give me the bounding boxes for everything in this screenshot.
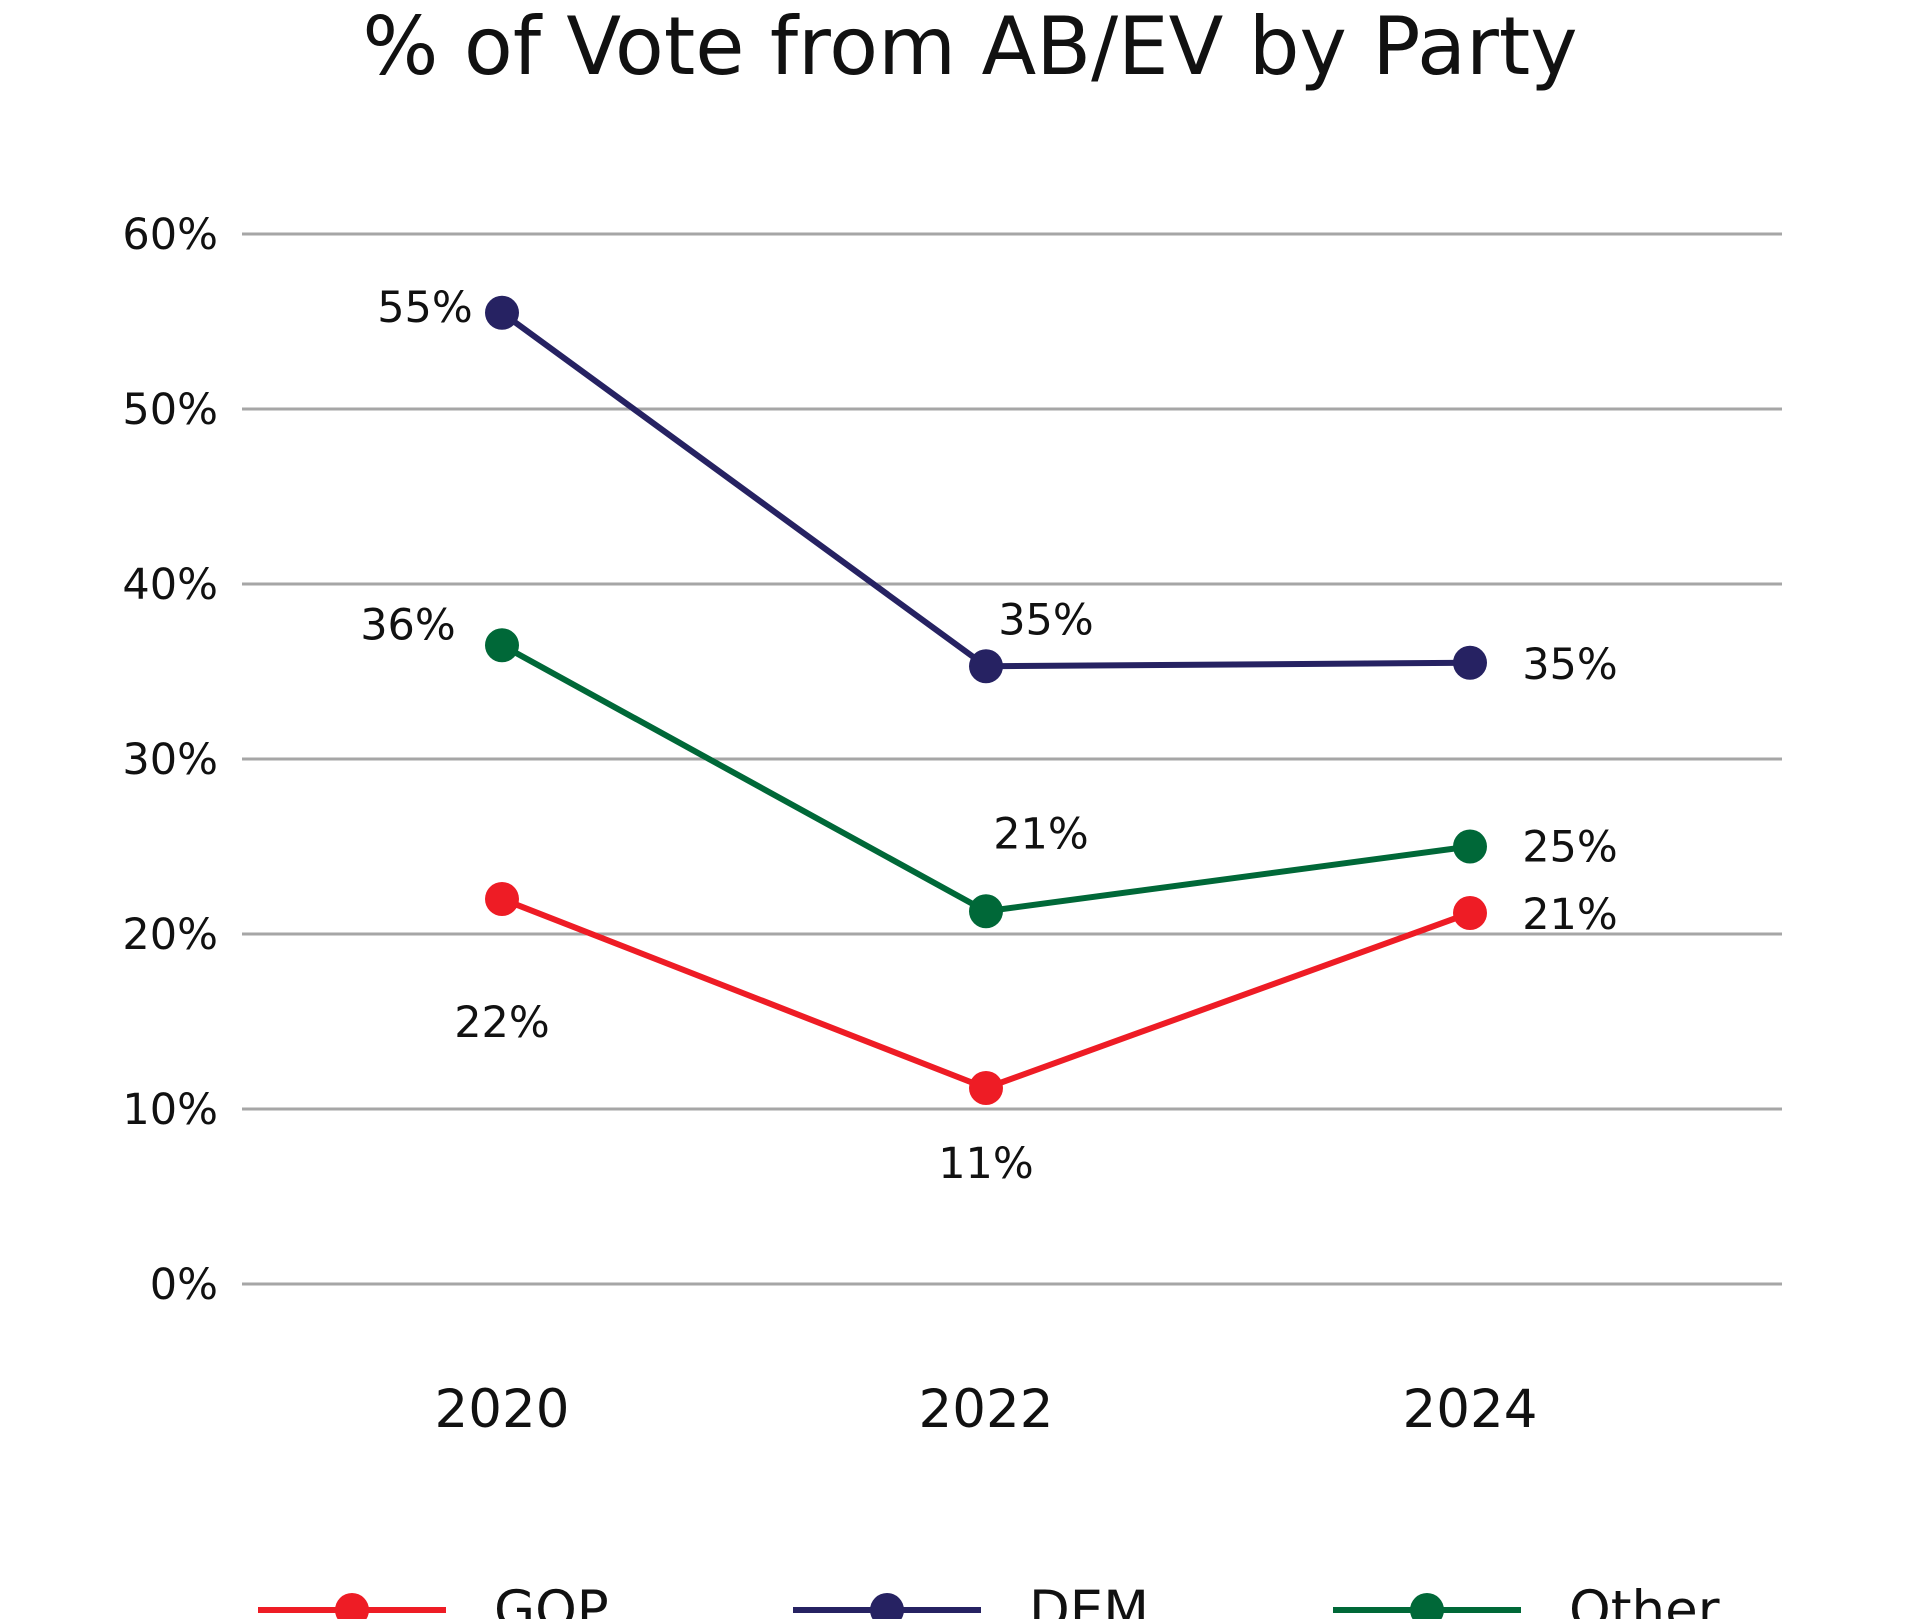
y-tick-label: 60%	[122, 210, 218, 260]
legend-label-dem: DEM	[1029, 1580, 1149, 1619]
data-point-dem	[1453, 645, 1487, 680]
data-label-gop: 11%	[938, 1139, 1034, 1189]
data-point-gop	[969, 1071, 1003, 1105]
data-point-dem	[485, 295, 519, 330]
y-axis-ticks: 0% 10% 20% 30% 40% 50% 60%	[122, 210, 218, 1310]
data-point-other	[485, 628, 519, 663]
legend-marker-gop	[335, 1593, 369, 1619]
legend-label-other: Other	[1569, 1580, 1720, 1619]
data-point-gop	[1453, 896, 1487, 930]
x-tick-label: 2020	[435, 1379, 570, 1440]
data-label-dem: 55%	[377, 283, 473, 333]
legend: GOP DEM Other	[258, 1580, 1720, 1619]
y-tick-label: 30%	[122, 735, 218, 785]
y-tick-label: 40%	[122, 560, 218, 610]
legend-label-gop: GOP	[494, 1580, 609, 1619]
series-line-other	[500, 642, 1471, 915]
data-point-dem	[969, 649, 1003, 684]
gridlines	[242, 232, 1782, 1286]
chart-title: % of Vote from AB/EV by Party	[362, 0, 1577, 93]
x-tick-label: 2024	[1403, 1379, 1538, 1440]
data-labels: 22% 11% 21% 55% 35% 35% 36% 21% 25%	[360, 283, 1618, 1189]
data-label-dem: 35%	[998, 595, 1094, 645]
y-tick-label: 20%	[122, 910, 218, 960]
data-point-other	[1453, 829, 1487, 864]
data-label-gop: 22%	[454, 998, 550, 1048]
data-label-other: 21%	[993, 809, 1089, 859]
legend-marker-dem	[870, 1593, 904, 1619]
y-tick-label: 0%	[150, 1260, 218, 1310]
data-point-other	[969, 894, 1003, 929]
data-label-dem: 35%	[1522, 640, 1618, 690]
data-label-gop: 21%	[1522, 890, 1618, 940]
series-line-dem	[500, 310, 1471, 670]
x-tick-label: 2022	[919, 1379, 1054, 1440]
data-point-gop	[485, 882, 519, 916]
data-label-other: 25%	[1522, 823, 1618, 873]
x-axis-ticks: 2020 2022 2024	[435, 1379, 1538, 1440]
legend-marker-other	[1410, 1593, 1444, 1619]
series-lines	[485, 295, 1487, 1105]
data-label-other: 36%	[360, 600, 456, 650]
y-tick-label: 50%	[122, 385, 218, 435]
y-tick-label: 10%	[122, 1085, 218, 1135]
